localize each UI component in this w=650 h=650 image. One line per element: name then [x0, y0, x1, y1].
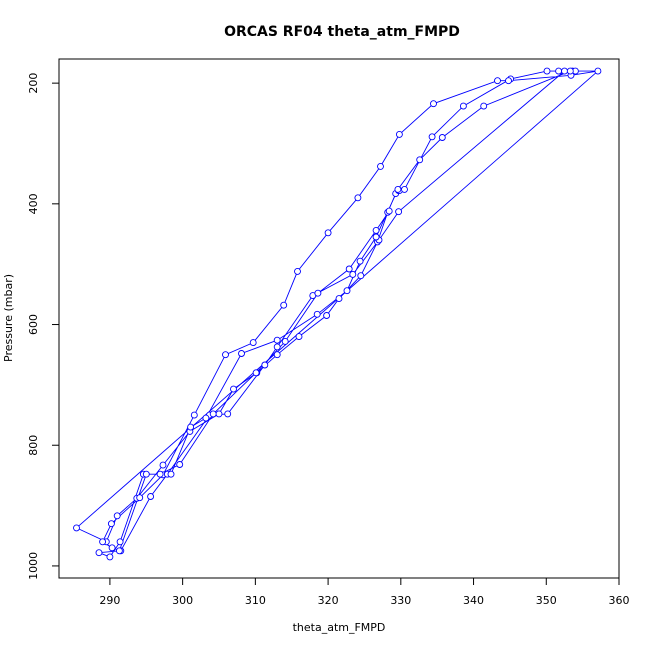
data-point: [555, 67, 563, 75]
data-point: [273, 351, 281, 359]
data-point: [167, 470, 175, 478]
data-point: [159, 461, 167, 469]
x-axis-label: theta_atm_FMPD: [293, 621, 386, 634]
data-point: [261, 361, 269, 369]
data-point: [357, 272, 365, 280]
y-axis: 200 400 600 800 1000: [27, 73, 59, 580]
x-tick-label: 330: [390, 594, 411, 607]
y-axis-label: Pressure (mbar): [2, 274, 15, 362]
data-point: [505, 77, 512, 85]
data-point: [249, 339, 257, 347]
data-point: [176, 461, 184, 468]
data-point: [108, 544, 116, 552]
x-tick-label: 360: [609, 594, 630, 607]
data-point: [313, 310, 321, 318]
data-point: [190, 411, 198, 419]
data-point: [372, 226, 380, 234]
data-point: [281, 337, 289, 345]
chart-title: ORCAS RF04 theta_atm_FMPD: [224, 24, 460, 40]
data-point: [142, 470, 150, 478]
y-tick-label: 1000: [27, 552, 40, 580]
data-point: [113, 512, 121, 520]
x-tick-label: 300: [172, 594, 193, 607]
data-point: [459, 102, 467, 110]
y-tick-label: 800: [27, 435, 40, 456]
data-point: [294, 267, 301, 275]
x-tick-label: 320: [318, 594, 339, 607]
plot-frame: [58, 58, 620, 579]
data-point: [354, 194, 362, 202]
data-point: [156, 470, 164, 478]
data-point: [209, 410, 217, 418]
data-point: [494, 77, 501, 85]
data-point: [480, 102, 488, 110]
data-point: [566, 67, 574, 75]
data-point: [372, 233, 380, 241]
data-point: [345, 265, 353, 273]
data-point: [394, 185, 402, 193]
x-tick-label: 310: [245, 594, 266, 607]
data-point: [238, 350, 245, 357]
data-point: [252, 369, 260, 377]
data-point: [385, 207, 393, 215]
data-point: [115, 547, 123, 555]
data-point: [73, 524, 80, 532]
data-point: [273, 343, 281, 351]
data-point: [438, 134, 446, 141]
data-point: [543, 67, 551, 75]
data-point: [395, 208, 403, 216]
data-point: [215, 410, 223, 418]
data-point: [395, 130, 403, 138]
x-tick-label: 350: [536, 594, 557, 607]
data-point: [99, 538, 107, 546]
x-axis: 290 300 310 320 330 340 350 360: [99, 578, 630, 607]
series-points: [73, 67, 602, 561]
data-point: [349, 270, 357, 278]
x-tick-label: 290: [99, 594, 120, 607]
data-point: [295, 333, 303, 341]
y-tick-label: 600: [27, 314, 40, 335]
data-point: [377, 162, 384, 170]
data-point: [187, 423, 195, 431]
data-point: [594, 67, 602, 75]
data-point: [323, 312, 331, 319]
data-point: [335, 295, 343, 303]
data-point: [116, 538, 124, 546]
series-lines: [76, 70, 599, 558]
data-point: [356, 257, 364, 265]
data-point: [230, 385, 237, 393]
data-point: [107, 520, 115, 528]
y-tick-label: 200: [27, 73, 40, 94]
data-point: [224, 410, 232, 418]
data-point: [401, 185, 408, 193]
data-point: [95, 549, 103, 557]
data-point: [136, 494, 144, 502]
y-tick-label: 400: [27, 193, 40, 214]
data-point: [106, 553, 114, 561]
data-point: [280, 301, 288, 309]
data-point: [428, 133, 436, 141]
data-point: [343, 287, 351, 295]
data-point: [430, 100, 437, 108]
data-point: [561, 67, 568, 75]
data-point: [416, 156, 424, 164]
data-point: [324, 229, 332, 237]
data-point: [147, 493, 155, 500]
series-line: [76, 70, 598, 558]
data-point: [222, 351, 229, 359]
data-point: [273, 336, 281, 344]
data-point: [314, 289, 322, 297]
data-point: [202, 414, 210, 422]
x-tick-label: 340: [463, 594, 484, 607]
